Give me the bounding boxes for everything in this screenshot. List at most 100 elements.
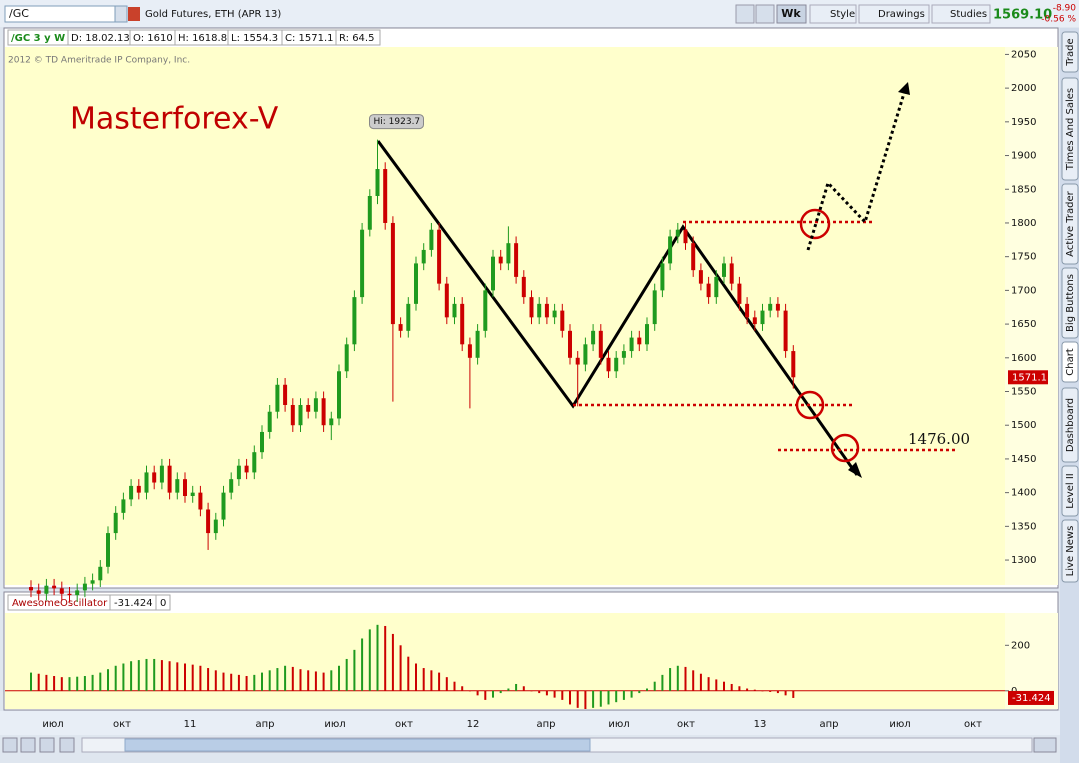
side-tab[interactable]: Level II [1061,465,1079,517]
candle-body [444,283,449,318]
candle-body [521,276,526,298]
oscillator-bar [730,683,733,691]
change: -8.90 [1053,4,1077,14]
zoom-button[interactable] [39,737,55,753]
symbol-box[interactable]: /GC [4,5,116,23]
candle-body [791,351,796,378]
y-tick-label: 1950 [1011,117,1036,128]
side-tab[interactable]: Big Buttons [1061,267,1079,339]
oscillator-bar [723,681,725,691]
oscillator-bar [361,638,364,691]
oscillator-bar [68,677,71,691]
arrow-head [898,82,910,95]
scroll-end[interactable] [1033,737,1057,753]
tab-box [1061,519,1079,583]
button-wk[interactable]: Wk [776,4,807,24]
price-tag [1008,370,1048,385]
oscillator-bar [753,689,756,691]
candle-body [275,384,280,412]
oscillator-bar [37,673,40,691]
y-tick-label: 1350 [1011,521,1036,532]
candle-body [683,229,688,244]
y-tick-label: 1850 [1011,184,1036,195]
oscillator-bar [507,688,510,691]
zoom-button[interactable] [20,737,36,753]
tab-label: Live News [1065,526,1076,577]
candle-body [475,330,480,358]
x-tick-label: июл [42,719,63,730]
arrow-head [848,462,862,478]
candle-body [467,344,472,358]
candle-body [313,398,318,412]
oscillator-bar [553,690,556,698]
candle-body [167,465,172,493]
oscillator-bar [191,664,194,691]
oscillator-zero-cell [155,594,171,611]
value-tag [1008,690,1054,705]
candle-body [506,243,511,264]
time-axis [0,711,1060,735]
side-tab[interactable]: Live News [1061,519,1079,583]
info-text: O: 1610 [133,33,173,44]
candle-body [283,384,288,405]
button-studies[interactable]: Studies [931,4,991,24]
button-label: Drawings [878,9,925,20]
oscillator-bar [761,690,764,692]
side-tab[interactable]: Trade [1061,31,1079,73]
candle-body [745,303,750,318]
oscillator-bar [461,686,464,691]
circle-mark [830,433,860,463]
tab-label: Dashboard [1065,398,1076,452]
oscillator-bar [45,674,48,691]
oscillator-bar [60,677,63,691]
info-text: D: 18.02.13 [71,33,130,44]
side-tab[interactable]: Chart [1061,341,1079,383]
circle-mark [795,390,825,420]
candle-body [652,290,657,325]
side-tab[interactable]: Times And Sales [1061,77,1079,181]
candle-body [75,590,80,596]
y-tick-label: 1400 [1011,488,1036,499]
oscillator-bar [391,633,394,691]
symbol-icon[interactable] [128,7,140,21]
oscillator-bar [522,686,525,691]
candle-body [90,580,95,584]
side-tab[interactable]: Active Trader [1061,183,1079,265]
scroll-thumb[interactable] [124,738,591,752]
pan-button[interactable] [59,737,75,753]
button-style[interactable]: Style [809,4,857,24]
tab-label: Active Trader [1065,190,1076,256]
x-tick-label: 13 [754,719,767,730]
oscillator-bar [53,676,56,691]
zoom-button[interactable] [2,737,18,753]
zigzag-line [376,140,859,476]
x-tick-label: окт [113,719,131,730]
oscillator-bar [707,677,710,691]
change-pct: -0.56 % [1041,15,1076,25]
candle-body [560,310,565,331]
candle-body [429,229,434,250]
y-tick-label: 1300 [1011,555,1036,566]
x-tick-label: июл [608,719,629,730]
oscillator-bar [268,670,271,691]
oscillator-bar [299,669,302,691]
candle-body [36,590,41,594]
candle-body [568,330,572,358]
candle-body [737,283,742,304]
candle-body [321,398,326,426]
tool-icon[interactable] [755,4,775,24]
high-tag [369,114,424,130]
x-tick-label: апр [255,719,274,730]
info-text: R: 64.5 [339,33,374,44]
candle-body [706,283,711,298]
button-drawings[interactable]: Drawings [858,4,930,24]
candle-body [229,479,234,493]
oscillator-bar [107,669,109,691]
button-label: Studies [950,9,987,20]
candle-body [121,499,126,513]
tool-icon[interactable] [735,4,755,24]
oscillator-bar [599,690,602,707]
dropdown[interactable] [114,5,128,23]
side-tab[interactable]: Dashboard [1061,387,1079,463]
info-bar: /GC 3 y W D: 18.02.13 O: 1610 H: 1618.8 L: 1… [7,29,381,46]
